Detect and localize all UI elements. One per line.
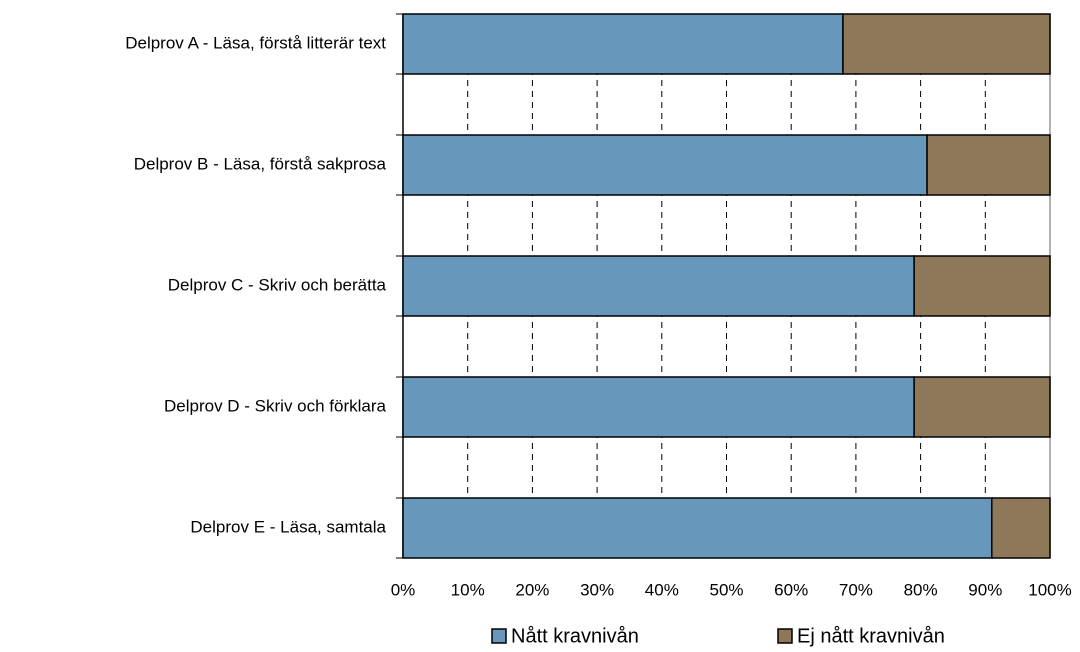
bar bbox=[402, 13, 844, 75]
bar bbox=[402, 497, 993, 559]
bar bbox=[991, 497, 1051, 559]
x-tick-label: 0% bbox=[391, 580, 416, 599]
bar bbox=[402, 255, 915, 317]
y-tick-label: Delprov A - Läsa, förstå litterär text bbox=[125, 33, 386, 52]
bar bbox=[926, 134, 1051, 196]
bar bbox=[402, 376, 915, 438]
x-tick-label: 50% bbox=[709, 580, 743, 599]
bar bbox=[913, 376, 1051, 438]
x-tick-label: 60% bbox=[774, 580, 808, 599]
x-tick-label: 40% bbox=[645, 580, 679, 599]
x-tick-label: 100% bbox=[1028, 580, 1071, 599]
legend-label: Nått kravnivån bbox=[511, 625, 639, 647]
legend-swatch bbox=[491, 628, 507, 644]
x-tick-label: 20% bbox=[515, 580, 549, 599]
y-tick-label: Delprov D - Skriv och förklara bbox=[164, 396, 387, 415]
bar bbox=[913, 255, 1051, 317]
bar bbox=[842, 13, 1051, 75]
x-tick-label: 80% bbox=[904, 580, 938, 599]
legend-label: Ej nått kravnivån bbox=[797, 625, 945, 647]
y-tick-label: Delprov E - Läsa, samtala bbox=[190, 517, 386, 536]
y-tick-label: Delprov C - Skriv och berätta bbox=[168, 275, 387, 294]
bar bbox=[402, 134, 928, 196]
x-tick-label: 70% bbox=[839, 580, 873, 599]
y-tick-label: Delprov B - Läsa, förstå sakprosa bbox=[134, 154, 387, 173]
legend-swatch bbox=[777, 628, 793, 644]
x-tick-label: 90% bbox=[968, 580, 1002, 599]
x-tick-label: 10% bbox=[451, 580, 485, 599]
x-tick-label: 30% bbox=[580, 580, 614, 599]
